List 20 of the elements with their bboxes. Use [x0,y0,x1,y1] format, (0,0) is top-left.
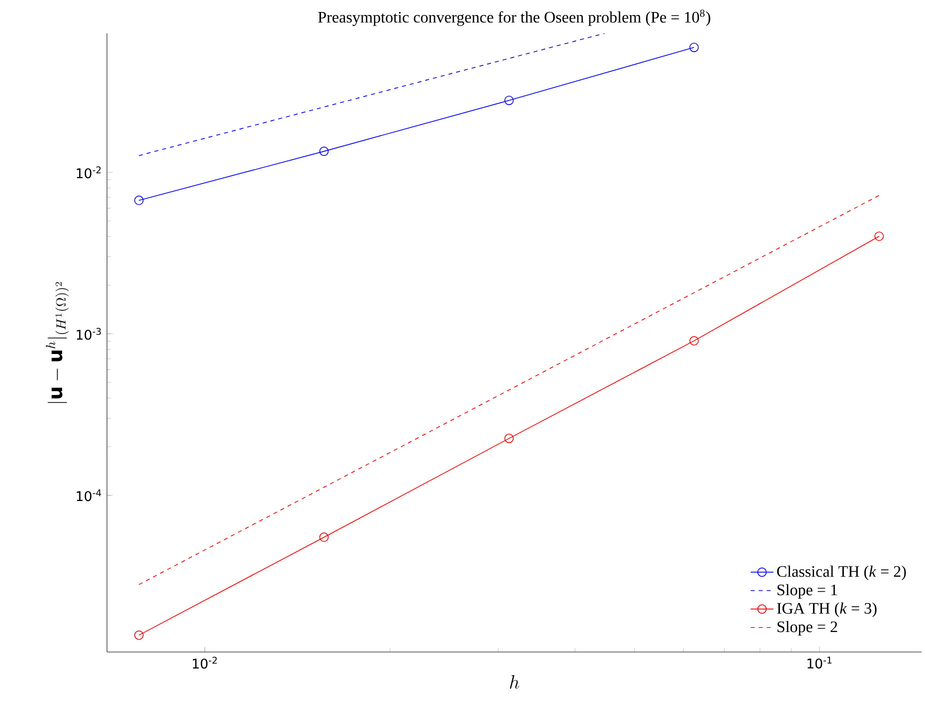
y-axis-title: $|\mathbf{u}-\mathbf{u}^h|_{(H^1(\Omega))^2}$ [46,282,69,403]
legend-label: Classical TH (k = 2) [777,566,906,580]
legend-label: Slope = 2 [778,620,838,636]
x-tick-label: 10$^{-1}$ [808,656,832,669]
point [319,532,329,542]
point [689,336,699,346]
legend-label: Slope = 1 [778,584,837,599]
y-tick-label: 10$^{-4}$ [76,489,102,502]
legend-label: IGA TH (k = 3) [777,602,877,618]
point [319,146,329,156]
point [504,96,514,106]
point [874,232,884,241]
point [134,196,144,205]
x-axis-title: $h$ [510,675,520,689]
point [504,434,514,444]
y-tick-label: 10$^{-3}$ [76,328,101,340]
point [689,42,699,52]
chart-title: Preasymptotic convergence for the Oseen problem (Pe = 10$^{8}$) [318,10,710,26]
y-tick-label: 10$^{-2}$ [76,166,101,178]
point [134,630,144,640]
